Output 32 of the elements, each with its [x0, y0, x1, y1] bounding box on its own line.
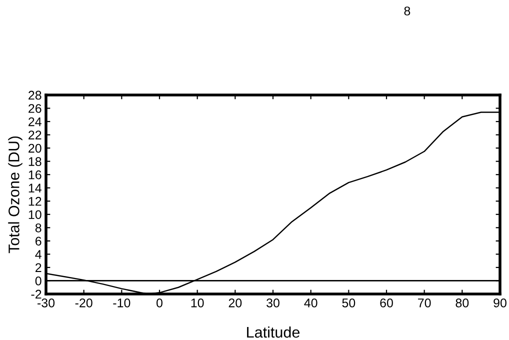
y-tick-label: 26 [28, 104, 42, 113]
y-tick-label: 18 [28, 157, 42, 166]
y-tick-label: 22 [28, 130, 42, 140]
y-tick-label: 24 [28, 117, 42, 126]
y-tick-label: 16 [28, 170, 42, 180]
x-tick-label: 0 [156, 298, 162, 308]
x-tick-label: 70 [418, 298, 431, 308]
x-tick-label: 80 [456, 298, 469, 308]
x-tick-label: 90 [494, 298, 506, 308]
y-tick-label: 8 [35, 223, 42, 232]
x-axis-title: Latitude [247, 326, 300, 338]
y-tick-label: 14 [28, 184, 42, 192]
x-tick-label: 50 [342, 298, 356, 308]
text: 8 [404, 6, 410, 16]
x-tick-label: 20 [228, 298, 242, 308]
y-axis-title: Total Ozone (DU) [8, 136, 22, 254]
y-tick-label: 4 [35, 250, 42, 259]
x-tick-label: -10 [113, 298, 130, 308]
x-tick-label: 10 [191, 298, 204, 308]
x-tick-label: 40 [304, 298, 318, 308]
y-tick-label: 10 [28, 210, 42, 220]
y-tick-label: 2 [36, 263, 42, 272]
y-tick-label: 20 [28, 144, 42, 153]
y-tick-label: 6 [36, 236, 42, 246]
y-tick-label: 28 [28, 90, 42, 100]
y-tick-label: -2 [31, 290, 42, 299]
y-tick-label: 0 [35, 276, 42, 286]
x-tick-label: -30 [38, 298, 55, 308]
x-tick-label: 60 [380, 298, 393, 308]
x-tick-label: -20 [75, 298, 92, 308]
x-tick-label: 30 [266, 298, 280, 308]
y-tick-label: 12 [28, 196, 42, 206]
